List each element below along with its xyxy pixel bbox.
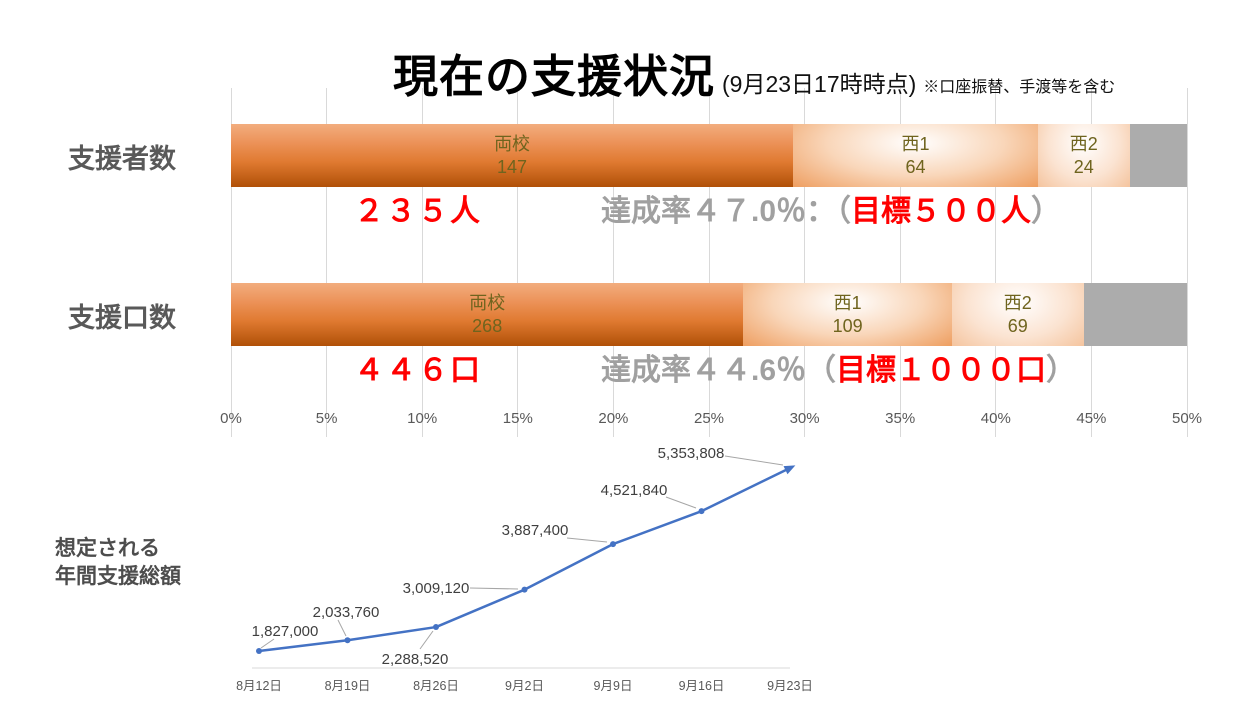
- x-axis-tick-label: 40%: [980, 410, 1011, 427]
- data-point-label: 2,033,760: [313, 604, 380, 621]
- achievement-target: 目標５００人: [851, 195, 1032, 228]
- x-axis-tick-label: 10%: [407, 410, 438, 427]
- segment-value-label: 109: [832, 315, 863, 336]
- trend-line: [258, 466, 791, 653]
- bar-remainder-segment: [1129, 124, 1187, 187]
- vertical-gridline: [1090, 88, 1092, 437]
- segment-name-label: 両校: [494, 133, 531, 154]
- achievement-suffix: ）: [1046, 354, 1077, 387]
- data-point-marker: [256, 648, 262, 654]
- segment-value-label: 69: [1007, 315, 1028, 336]
- x-axis-tick-label: 5%: [315, 410, 338, 427]
- data-label-leader-line: [469, 587, 519, 590]
- units-total: ４４６口: [354, 354, 482, 387]
- x-axis-tick-label: 50%: [1171, 410, 1203, 427]
- trend-chart-title: 想定される 年間支援総額: [55, 535, 181, 591]
- trend-category-label: 9月9日: [594, 679, 633, 693]
- trend-category-label: 9月23日: [767, 679, 813, 693]
- data-point-label: 3,009,120: [403, 580, 470, 597]
- vertical-gridline: [708, 88, 710, 437]
- supporters-achievement: 達成率４７.0％：（目標５００人）: [601, 197, 1061, 227]
- title-timestamp: (9月23日17時時点): [722, 71, 917, 97]
- data-point-label: 4,521,840: [601, 482, 668, 499]
- data-point-label: 3,887,400: [502, 522, 569, 539]
- bar-segment-西1: 西1 64: [793, 124, 1038, 187]
- title-note: ※口座振替、手渡等を含む: [923, 79, 1116, 96]
- segment-name-label: 西1: [901, 133, 930, 154]
- data-label-leader-line: [665, 496, 697, 509]
- vertical-gridline: [612, 88, 614, 437]
- segment-value-label: 64: [905, 156, 926, 177]
- trend-line-chart: 8月12日 8月19日 8月26日 9月2日 9月9日 9月16日 9月23日 1,827,0…: [236, 445, 813, 693]
- vertical-gridline: [899, 88, 901, 437]
- segment-name-label: 西1: [833, 292, 862, 313]
- vertical-gridline: [230, 88, 232, 437]
- supporters-total: ２３５人: [354, 195, 482, 228]
- segment-value-label: 268: [472, 315, 503, 336]
- bar-segment-両校: 両校 268: [231, 283, 744, 346]
- bar-segment-西2: 西2 24: [1037, 124, 1130, 187]
- segment-name-label: 西2: [1069, 133, 1098, 154]
- bar-remainder-segment: [1083, 283, 1187, 346]
- segment-value-label: 147: [497, 156, 528, 177]
- x-axis-tick-label: 25%: [693, 410, 725, 427]
- vertical-gridline: [804, 88, 806, 437]
- trend-category-label: 8月12日: [236, 679, 282, 693]
- segment-name-label: 西2: [1003, 292, 1032, 313]
- units-stacked-bar: 両校 268 西1 109 西2 69: [231, 283, 1187, 346]
- x-axis-tick-label: 45%: [1076, 410, 1107, 427]
- trend-category-label: 8月26日: [413, 679, 459, 693]
- vertical-gridline: [1186, 88, 1188, 437]
- data-point-marker: [698, 508, 705, 515]
- vertical-gridline: [517, 88, 519, 437]
- data-point-label: 1,827,000: [252, 623, 319, 640]
- data-point-marker: [433, 624, 439, 631]
- vertical-gridline: [421, 88, 423, 437]
- x-axis-tick-label: 15%: [502, 410, 533, 427]
- bar-segment-両校: 両校 147: [231, 124, 794, 187]
- trend-category-label: 8月19日: [325, 679, 371, 693]
- bar-segment-西1: 西1 109: [743, 283, 952, 346]
- achievement-suffix: ）: [1031, 195, 1062, 228]
- trend-category-label: 9月16日: [679, 679, 725, 693]
- page-title: 現在の支援状況: [393, 51, 716, 102]
- trend-chart-title-line1: 想定される: [55, 537, 160, 560]
- vertical-gridline: [995, 88, 997, 437]
- trend-line-arrowhead: [783, 465, 796, 475]
- achievement-prefix: 達成率４４.6％（: [601, 354, 837, 387]
- slide-title-row: 現在の支援状況 (9月23日17時時点) ※口座振替、手渡等を含む: [393, 40, 1115, 105]
- bar-segment-西2: 西2 69: [951, 283, 1084, 346]
- data-point-label: 5,353,808: [658, 445, 725, 462]
- bar-row-label-units: 支援口数: [68, 303, 176, 333]
- bar-row-label-supporters: 支援者数: [68, 144, 176, 174]
- supporters-stacked-bar: 両校 147 西1 64 西2 24: [231, 124, 1187, 187]
- data-label-leader-line: [566, 537, 608, 543]
- vertical-gridline: [326, 88, 328, 437]
- achievement-target: 目標１０００口: [836, 354, 1047, 387]
- x-axis-tick-label: 20%: [598, 410, 629, 427]
- achievement-prefix: 達成率４７.0％：（: [601, 195, 852, 228]
- data-label-leader-line: [260, 638, 275, 649]
- data-point-marker: [344, 637, 351, 644]
- segment-name-label: 両校: [469, 292, 506, 313]
- x-axis-tick-label: 0%: [220, 410, 242, 427]
- x-axis-tick-label: 35%: [885, 410, 916, 427]
- x-axis-tick-label: 30%: [789, 410, 820, 427]
- data-label-leader-line: [419, 630, 434, 650]
- data-point-marker: [521, 586, 528, 593]
- data-label-leader-line: [724, 455, 784, 466]
- units-achievement: 達成率４４.6％（目標１０００口）: [601, 356, 1076, 386]
- trend-chart-title-line2: 年間支援総額: [55, 565, 181, 588]
- data-label-leader-line: [337, 619, 347, 637]
- trend-category-label: 9月2日: [505, 679, 544, 693]
- data-point-label: 2,288,520: [382, 651, 449, 668]
- segment-value-label: 24: [1073, 156, 1094, 177]
- data-point-marker: [610, 541, 616, 548]
